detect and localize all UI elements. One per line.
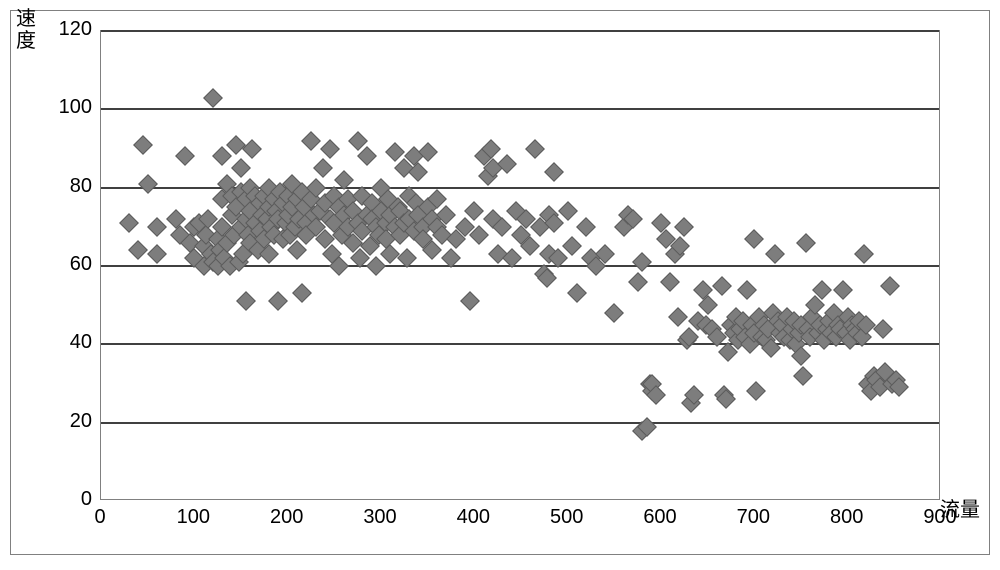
plot-area xyxy=(100,30,940,500)
x-axis-label-text: 流量 xyxy=(940,499,980,521)
y-axis-label: 速度 xyxy=(6,8,46,52)
y-axis-label-text: 速度 xyxy=(6,8,46,52)
x-axis-label: 流量 xyxy=(940,493,980,522)
